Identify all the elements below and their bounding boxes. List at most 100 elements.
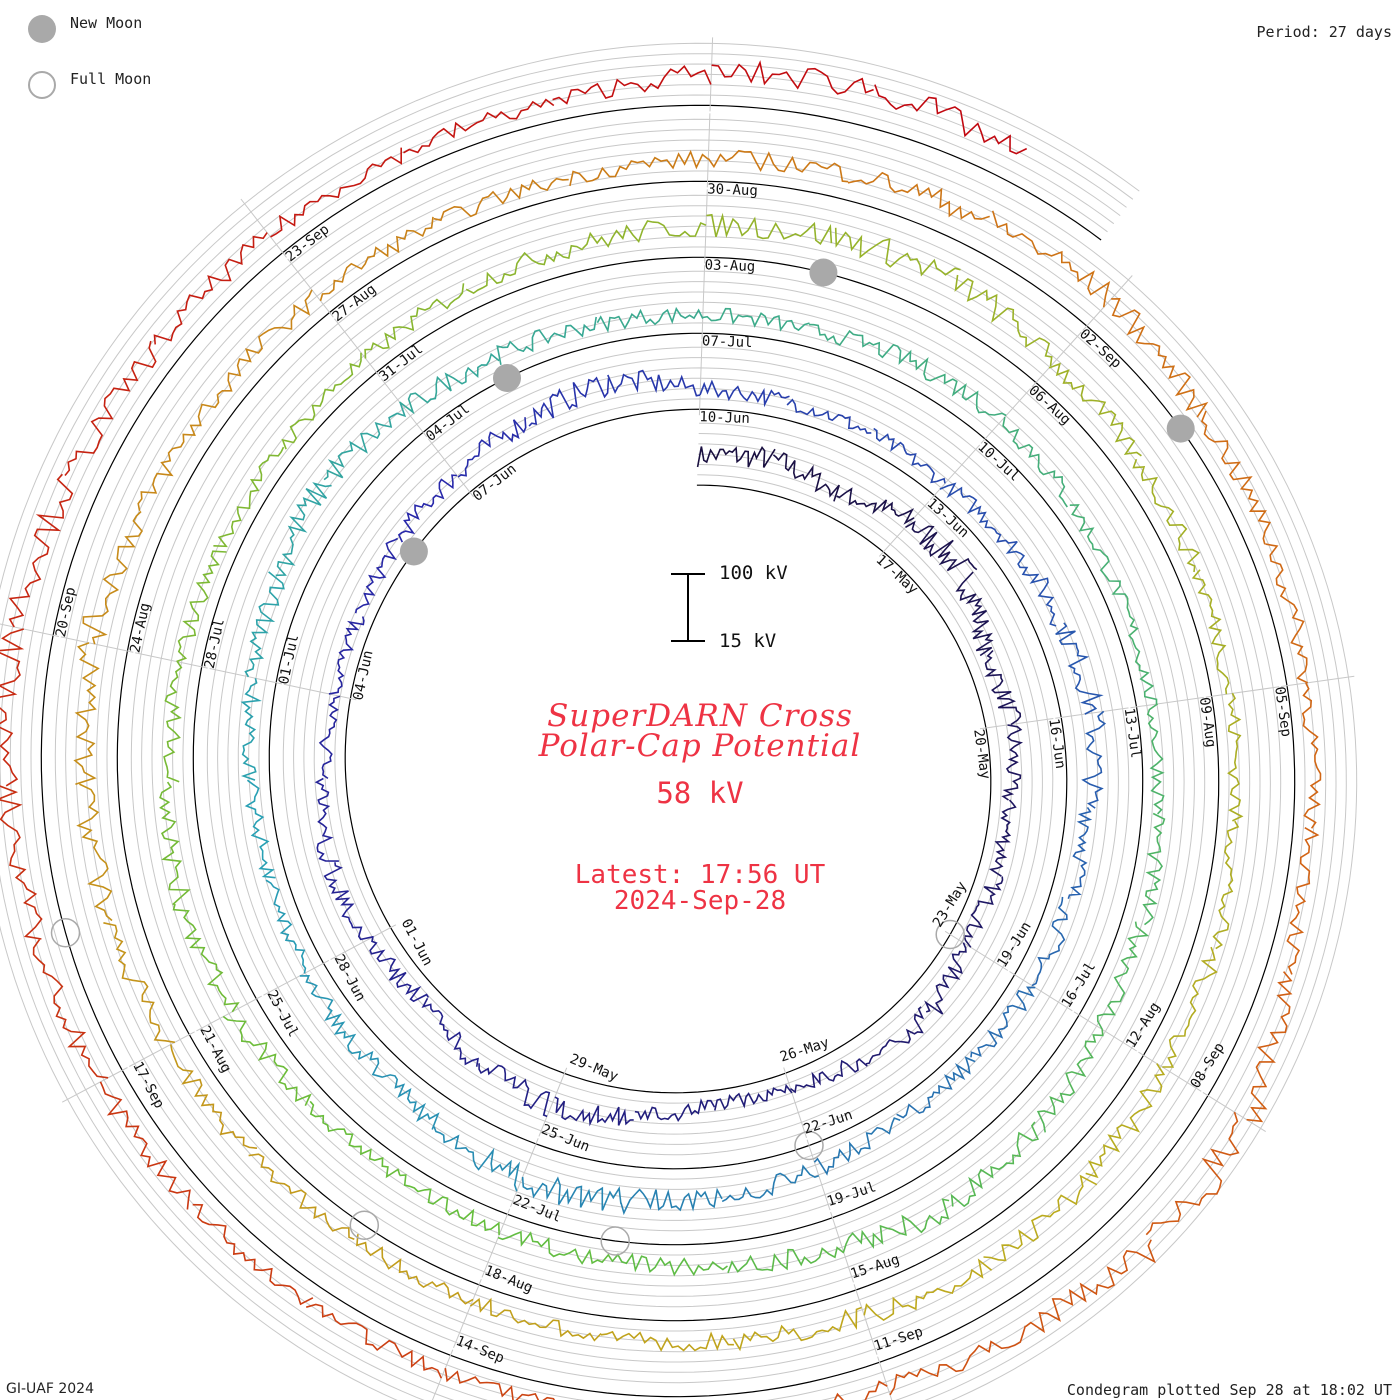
series-segment xyxy=(924,942,967,1015)
series-segment xyxy=(889,1325,1027,1396)
grid-spiral xyxy=(20,84,1316,1400)
series-segment xyxy=(299,974,362,1059)
series-segment xyxy=(809,323,912,365)
day-spoke xyxy=(60,636,134,653)
date-label: 10-Jul xyxy=(974,439,1022,485)
date-label: 05-Sep xyxy=(1271,686,1294,738)
day-spoke xyxy=(1082,275,1133,331)
date-label: 02-Sep xyxy=(1076,326,1124,372)
date-label: 07-Jun xyxy=(470,461,520,505)
series-segment xyxy=(328,616,365,695)
series-segment xyxy=(421,997,479,1067)
date-label: 25-Jun xyxy=(539,1122,592,1156)
series-segment xyxy=(521,1176,622,1211)
series-segment xyxy=(699,379,790,408)
date-label: 28-Jun xyxy=(331,952,369,1004)
series-segment xyxy=(159,781,191,906)
series-segment xyxy=(727,1246,845,1274)
series-segment xyxy=(1200,410,1272,545)
latest-date: 2024-Sep-28 xyxy=(613,886,787,916)
period-label: Period: 27 days xyxy=(1256,23,1392,41)
series-segment xyxy=(1132,458,1201,573)
series-segment xyxy=(554,1096,634,1127)
date-label: 04-Jun xyxy=(350,649,376,702)
series-segment xyxy=(478,1063,551,1118)
date-label: 11-Sep xyxy=(872,1324,925,1355)
date-label: 27-Aug xyxy=(330,281,380,325)
series-segment xyxy=(1002,416,1068,508)
grid-spiral xyxy=(0,42,1358,1400)
series-segment xyxy=(364,283,465,359)
series-segment xyxy=(318,695,341,780)
plotted-timestamp: Condegram plotted Sep 28 at 18:02 UT xyxy=(1066,1381,1392,1399)
day-spoke xyxy=(380,378,428,438)
series-segment xyxy=(76,783,113,922)
day-spoke xyxy=(129,1031,195,1067)
date-label: 21-Aug xyxy=(196,1023,234,1075)
series-segment xyxy=(1146,703,1165,815)
day-spokes xyxy=(0,37,1355,1400)
series-segment xyxy=(1212,820,1240,950)
series-segment xyxy=(596,306,704,334)
day-spoke xyxy=(1009,971,1073,1012)
series-segment xyxy=(1048,362,1142,457)
series-segment xyxy=(309,1100,401,1179)
series-segment xyxy=(1111,297,1209,418)
date-label: 18-Aug xyxy=(482,1263,535,1297)
day-spoke xyxy=(209,668,283,685)
new-moon-marker xyxy=(493,364,521,392)
day-spoke xyxy=(706,113,711,188)
series-segment xyxy=(244,779,276,879)
series-segment xyxy=(248,1153,355,1241)
day-spoke xyxy=(830,1211,854,1283)
day-spoke xyxy=(334,318,381,378)
day-spoke xyxy=(61,1067,128,1103)
day-spoke xyxy=(806,1139,831,1211)
date-label: 30-Aug xyxy=(707,181,758,199)
series-segment xyxy=(319,216,434,302)
series-segment xyxy=(836,487,915,525)
series-segment xyxy=(444,1367,572,1400)
chart-title-line2: Polar-Cap Potential xyxy=(538,728,862,764)
series-segment xyxy=(581,220,707,250)
series-segment xyxy=(813,1117,901,1176)
series-segment xyxy=(465,244,584,295)
series-segment xyxy=(369,936,430,1003)
series-segment xyxy=(496,316,597,365)
date-label: 10-Jun xyxy=(699,409,750,427)
day-spoke xyxy=(283,683,357,701)
new-moon-marker xyxy=(809,258,838,287)
day-spoke xyxy=(783,1067,807,1138)
series-segment xyxy=(634,1098,716,1122)
series-segment xyxy=(611,1252,728,1277)
series-segment xyxy=(696,446,776,468)
series-segment xyxy=(1069,504,1129,599)
series-segment xyxy=(983,1174,1098,1262)
date-label: 17-May xyxy=(873,552,921,598)
series-segment xyxy=(790,1058,868,1094)
series-segment xyxy=(842,1198,950,1253)
series-segment xyxy=(702,307,810,332)
date-label: 22-Jul xyxy=(511,1192,564,1226)
new-moon-icon xyxy=(28,15,56,43)
series-segment xyxy=(176,550,227,663)
series-segment xyxy=(873,427,946,484)
series-segment xyxy=(163,661,183,783)
date-label: 23-Sep xyxy=(283,222,333,266)
series-segment xyxy=(600,1330,734,1352)
date-label: 08-Sep xyxy=(1188,1040,1228,1091)
series-segment xyxy=(950,1121,1040,1208)
series-segment xyxy=(281,352,362,450)
date-label: 17-Sep xyxy=(129,1059,167,1111)
series-segment xyxy=(172,903,240,1013)
series-segment xyxy=(399,1174,500,1236)
series-segment xyxy=(357,1050,440,1130)
series-segment xyxy=(323,862,374,941)
scale-bar xyxy=(671,573,705,642)
date-label: 24-Aug xyxy=(127,602,153,655)
date-label: 12-Aug xyxy=(1123,1000,1163,1051)
day-spoke xyxy=(1138,1051,1202,1092)
series-segment xyxy=(786,398,872,434)
